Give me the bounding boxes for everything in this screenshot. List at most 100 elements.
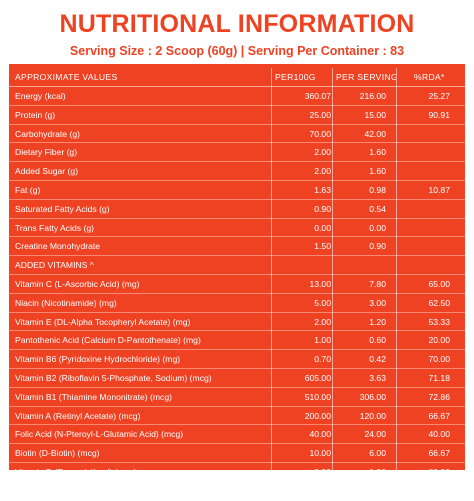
table-row: Fat (g) 1.63 0.98 10.87 — [9, 181, 465, 200]
value-per-100g: 605.00 — [304, 372, 331, 383]
value-per-serving: 3.63 — [369, 372, 386, 383]
table-row: Saturated Fatty Acids (g) 0.90 0.54 — [9, 200, 465, 219]
table-row: Carbohydrate (g) 70.00 42.00 — [9, 125, 465, 144]
value-per-100g: 0.00 — [314, 222, 331, 233]
table-row: Protein (g) 25.00 15.00 90.91 — [9, 106, 465, 125]
nutrient-name: ADDED VITAMINS ^ — [15, 260, 94, 271]
nutrient-name: Vitamin E (DL-Alpha Tocopheryl Acetate) … — [15, 316, 191, 327]
value-rda — [388, 162, 450, 180]
table-row: Vitamin C (L-Ascorbic Acid) (mg) 13.00 7.8… — [9, 275, 465, 294]
table-row: Vitamin B6 (Pyridoxine Hydrochloride) (m… — [9, 350, 465, 369]
value-rda: 40.00 — [428, 429, 450, 440]
nutrient-name: Saturated Fatty Acids (g) — [15, 203, 110, 214]
value-per-100g: 5.00 — [314, 297, 331, 308]
value-per-serving: 24.00 — [364, 429, 386, 440]
table-row: Niacin (Nicotinamide) (mg) 5.00 3.00 62.50 — [9, 294, 465, 313]
value-per-100g: 40.00 — [309, 429, 331, 440]
value-per-serving: 6.00 — [369, 448, 386, 459]
value-per-serving: 1.20 — [369, 485, 386, 496]
value-per-serving — [332, 256, 386, 274]
value-rda: 65.00 — [428, 278, 450, 289]
value-per-100g: 2.00 — [314, 316, 331, 327]
table-row: Trans Fatty Acids (g) 0.00 0.00 — [9, 219, 465, 238]
nutrient-name: Vitamin B6 (Pyridoxine Hydrochloride) (m… — [15, 354, 181, 365]
nutrient-name: Creatine Monohydrate — [15, 241, 101, 252]
nutrient-name: Fat (g) — [15, 184, 41, 195]
value-per-100g: 25.00 — [309, 109, 331, 120]
value-per-100g: 2.00 — [314, 485, 331, 496]
nutrient-name: Energy (kcal) — [15, 91, 66, 101]
value-per-serving: 0.42 — [369, 354, 386, 365]
value-rda: 72.86 — [428, 391, 450, 402]
value-rda: 90.91 — [428, 109, 450, 120]
value-rda: 25.27 — [428, 91, 450, 101]
value-per-100g: 1.00 — [314, 335, 331, 346]
nutrient-name: Vitamin B1 (Thiamine Mononitrate) (mcg) — [15, 391, 172, 402]
nutrient-name: Vitamin B2 (Riboflavin 5-Phosphate, Sodi… — [15, 372, 212, 383]
header-per-serving: PER SERVING — [336, 72, 396, 82]
value-per-serving: 15.00 — [364, 109, 386, 120]
value-per-serving: 0.54 — [369, 203, 386, 214]
value-rda: 66.67 — [428, 448, 450, 459]
value-per-100g: 3.00 — [314, 466, 331, 477]
value-per-100g: 2.00 — [314, 147, 331, 158]
value-per-serving: 120.00 — [359, 410, 386, 421]
table-row: Vitamin A (Retinyl Acetate) (mcg) 200.00 1… — [9, 407, 465, 426]
value-per-serving: 1.80 — [369, 466, 386, 477]
table-row: Creatine Monohydrate 1.50 0.90 — [9, 237, 465, 257]
value-rda — [388, 200, 450, 218]
nutrient-name: Vitamin C (L-Ascorbic Acid) (mg) — [15, 278, 140, 289]
value-per-100g: 360.07 — [304, 91, 331, 101]
header-per-100g: PER100G — [275, 72, 316, 82]
column-divider — [271, 68, 272, 470]
value-per-100g: 13.00 — [309, 278, 331, 289]
nutrient-name: Pantothenic Acid (Calcium D-Pantothenate… — [15, 335, 201, 346]
value-per-serving: 3.00 — [369, 297, 386, 308]
nutrient-name: Carbohydrate (g) — [15, 128, 80, 139]
value-per-serving: 1.60 — [369, 166, 386, 177]
table-row: Vitamin B12 (Cyanocobalamin) (mcg) 2.00 1.… — [9, 482, 465, 501]
table-row: Vitamin B1 (Thiamine Mononitrate) (mcg) 5… — [9, 388, 465, 407]
nutrient-name: Added Sugar (g) — [15, 166, 79, 177]
value-per-serving: 1.20 — [369, 316, 386, 327]
value-per-serving: 42.00 — [364, 128, 386, 139]
value-per-serving: 0.98 — [369, 184, 386, 195]
table-row: Vitamin D (Ergocalciferol) (mcg) 3.00 1.80… — [9, 463, 465, 482]
nutrient-name: Trans Fatty Acids (g) — [15, 222, 94, 233]
table-row: Vitamin E (DL-Alpha Tocopheryl Acetate) … — [9, 313, 465, 332]
value-per-100g: 510.00 — [304, 391, 331, 402]
nutrient-name: Folic Acid (N-Pteroyl-L-Glutamic Acid) (… — [15, 429, 184, 440]
value-rda — [388, 143, 450, 161]
table-row: ADDED VITAMINS ^ — [9, 256, 465, 275]
nutrient-name: Biotin (D-Biotin) (mcg) — [15, 448, 100, 459]
nutrition-table: APPROXIMATE VALUES PER100G PER SERVING %… — [9, 64, 465, 501]
value-per-100g — [272, 256, 331, 274]
value-per-100g: 10.00 — [309, 448, 331, 459]
value-per-serving: 216.00 — [359, 91, 386, 101]
nutrient-name: Vitamin D (Ergocalciferol) (mcg) — [15, 466, 137, 477]
value-per-100g: 200.00 — [304, 410, 331, 421]
table-row: Energy (kcal) 360.07 216.00 25.27 — [9, 87, 465, 106]
header-rda: %RDA* — [414, 72, 445, 82]
value-per-100g: 0.70 — [314, 354, 331, 365]
value-rda — [388, 219, 450, 237]
table-row: Pantothenic Acid (Calcium D-Pantothenate… — [9, 331, 465, 351]
value-rda: 20.00 — [428, 335, 450, 346]
value-rda: 10.87 — [428, 184, 450, 195]
serving-info: Serving Size : 2 Scoop (60g) | Serving P… — [69, 44, 405, 58]
table-row: Biotin (D-Biotin) (mcg) 10.00 6.00 66.67 — [9, 444, 465, 463]
nutrient-name: Dietary Fiber (g) — [15, 147, 78, 158]
value-rda: 62.50 — [428, 297, 450, 308]
table-row: Folic Acid (N-Pteroyl-L-Glutamic Acid) (… — [9, 425, 465, 445]
value-rda: 50.00 — [428, 485, 450, 496]
value-rda: 53.33 — [428, 316, 450, 327]
value-per-serving: 0.00 — [369, 222, 386, 233]
table-header-row: APPROXIMATE VALUES PER100G PER SERVING %… — [9, 68, 465, 87]
value-rda — [388, 256, 450, 274]
value-per-100g: 70.00 — [309, 128, 331, 139]
table-row: Dietary Fiber (g) 2.00 1.60 — [9, 143, 465, 163]
header-approximate-values: APPROXIMATE VALUES — [15, 72, 118, 82]
value-rda: 70.00 — [428, 354, 450, 365]
column-divider — [332, 68, 333, 470]
value-per-serving: 0.60 — [369, 335, 386, 346]
